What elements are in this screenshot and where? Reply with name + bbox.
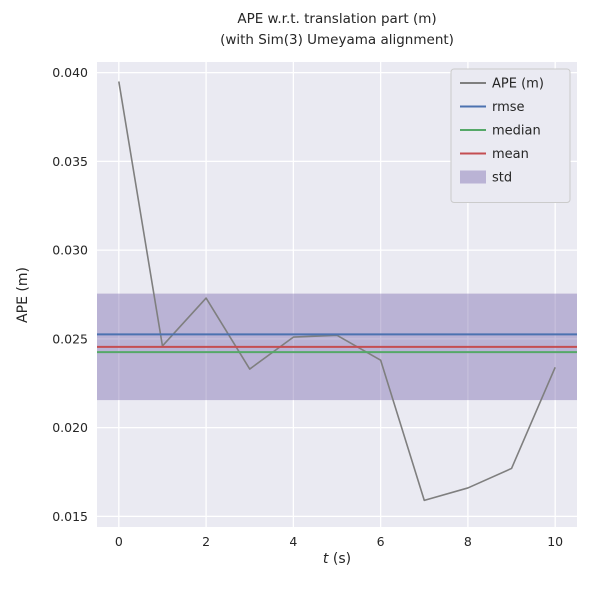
x-axis-label: t (s) bbox=[322, 551, 352, 567]
y-tick-labels: 0.015 0.020 0.025 0.030 0.035 0.040 bbox=[52, 65, 88, 524]
chart-title: APE w.r.t. translation part (m) (with Si… bbox=[97, 9, 577, 51]
x-tick-label: 10 bbox=[547, 534, 563, 549]
x-tick-label: 0 bbox=[115, 534, 123, 549]
x-tick-label: 4 bbox=[289, 534, 297, 549]
x-tick-label: 2 bbox=[202, 534, 210, 549]
y-tick-label: 0.025 bbox=[52, 331, 88, 346]
y-tick-label: 0.030 bbox=[52, 243, 88, 258]
legend-box bbox=[450, 68, 571, 203]
legend-item-median: median bbox=[460, 124, 541, 139]
chart-title-line2: (with Sim(3) Umeyama alignment) bbox=[220, 32, 454, 48]
legend-item-rmse: rmse bbox=[460, 100, 525, 115]
x-tick-label: 8 bbox=[464, 534, 472, 549]
y-tick-label: 0.020 bbox=[52, 420, 88, 435]
y-tick-label: 0.035 bbox=[52, 154, 88, 169]
legend-label: mean bbox=[492, 147, 529, 162]
y-tick-label: 0.015 bbox=[52, 509, 88, 524]
legend-label: std bbox=[492, 171, 512, 186]
legend-patch-sample bbox=[460, 170, 486, 184]
x-tick-label: 6 bbox=[377, 534, 385, 549]
legend-item-mean: mean bbox=[460, 147, 529, 162]
chart-title-line1: APE w.r.t. translation part (m) bbox=[237, 11, 437, 27]
x-tick-labels: 0 2 4 6 8 10 bbox=[115, 534, 563, 549]
legend-label: rmse bbox=[492, 100, 525, 115]
legend-item-ape-m-: APE (m) bbox=[460, 77, 544, 92]
y-axis-label: APE (m) bbox=[15, 266, 32, 323]
legend: APE (m) rmse median mean std bbox=[450, 68, 571, 203]
legend-item-std: std bbox=[460, 170, 512, 186]
legend-label: median bbox=[492, 124, 541, 139]
y-axis-label-wrap: APE (m) bbox=[10, 62, 36, 527]
legend-label: APE (m) bbox=[492, 77, 544, 92]
y-tick-label: 0.040 bbox=[52, 65, 88, 80]
